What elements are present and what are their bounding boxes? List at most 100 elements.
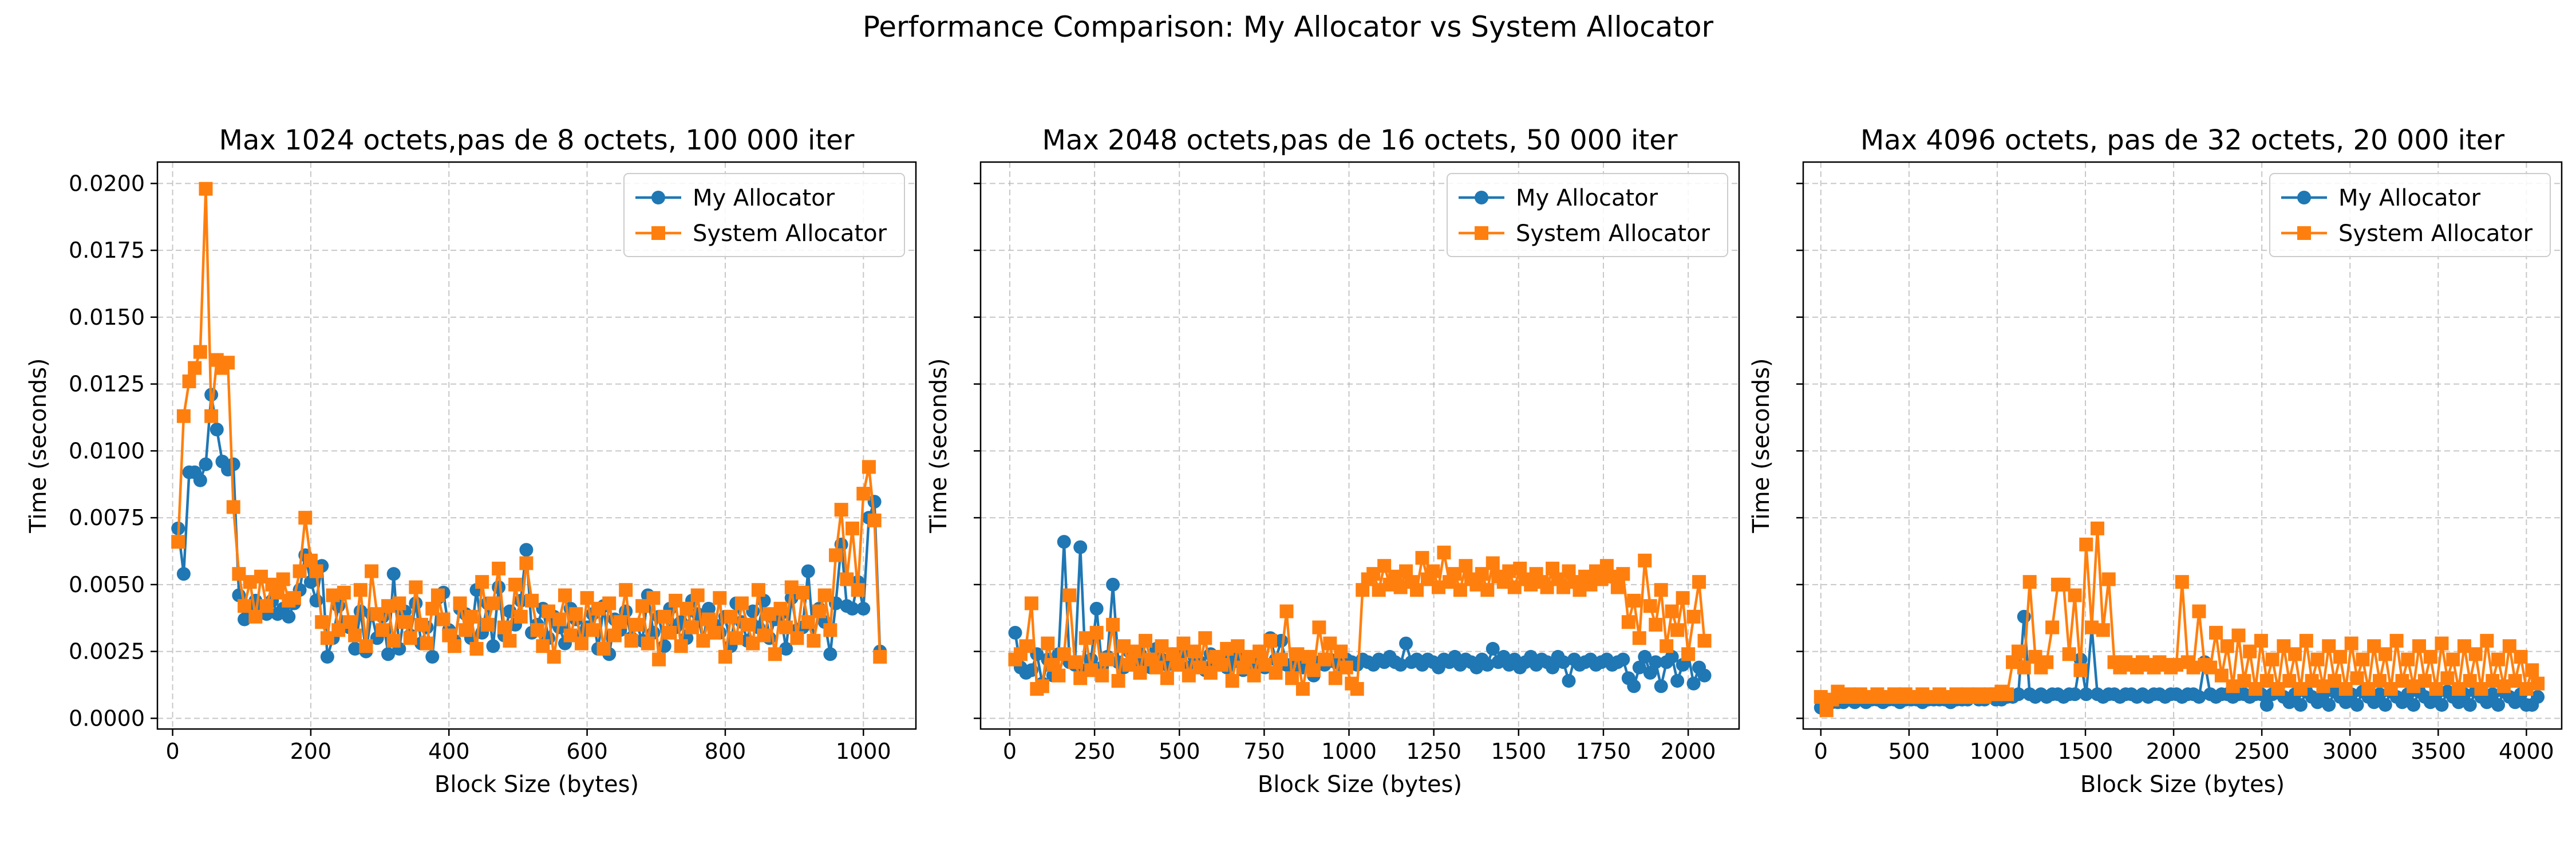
data-point-square	[867, 513, 882, 527]
data-point-square	[829, 548, 843, 562]
data-point-circle	[2378, 698, 2392, 712]
x-axis-label: Block Size (bytes)	[2080, 771, 2285, 798]
data-point-square	[2344, 636, 2358, 651]
data-point-square	[817, 588, 832, 602]
data-point-circle	[320, 649, 334, 664]
data-point-square	[1100, 652, 1115, 667]
data-point-square	[729, 631, 744, 645]
data-point-square	[1068, 655, 1082, 669]
data-point-square	[834, 503, 848, 517]
data-point-circle	[1686, 676, 1701, 691]
series-system-allocator	[171, 182, 887, 667]
data-point-square	[734, 596, 749, 610]
series-system-allocator	[1008, 545, 1712, 696]
data-point-square	[1692, 575, 1706, 589]
data-point-circle	[845, 601, 859, 616]
data-point-square	[1480, 583, 1495, 597]
data-point-square	[2338, 681, 2353, 696]
data-point-square	[823, 623, 837, 637]
data-point-square	[453, 596, 467, 610]
data-point-square	[359, 639, 373, 653]
data-point-square	[1426, 564, 1440, 578]
data-point-square	[508, 577, 523, 592]
data-point-circle	[2079, 687, 2093, 702]
legend-box	[2269, 173, 2551, 257]
panel-title: Max 2048 octets,pas de 16 octets, 50 000…	[1042, 124, 1678, 156]
x-tick-label: 4000	[2499, 739, 2554, 764]
data-point-square	[851, 583, 865, 597]
x-tick-label: 500	[1159, 739, 1200, 764]
data-point-circle	[1654, 679, 1668, 693]
data-point-square	[1089, 625, 1104, 640]
x-tick-label: 2000	[2146, 739, 2202, 764]
data-point-square	[365, 564, 379, 578]
x-tick-label: 3500	[2411, 739, 2466, 764]
data-point-square	[2022, 575, 2037, 589]
chart-panel-1: 0 200 400 600 800 1000 0.0000 0.0025 0.0050 0.007…	[25, 124, 917, 798]
data-point-circle	[2192, 689, 2206, 704]
data-point-square	[2209, 625, 2223, 640]
data-point-square	[309, 564, 323, 578]
data-point-square	[1339, 660, 1353, 675]
plot-area	[171, 182, 887, 667]
data-point-square	[1198, 631, 1212, 645]
data-point-square	[503, 633, 517, 648]
data-point-circle	[1485, 641, 1500, 656]
data-point-square	[436, 612, 451, 626]
data-point-square	[2446, 652, 2460, 667]
data-point-square	[2192, 604, 2206, 618]
y-tick-label: 0.0075	[69, 505, 145, 530]
data-point-square	[287, 591, 301, 605]
data-point-square	[773, 601, 788, 616]
data-point-square	[447, 639, 461, 653]
x-tick-label: 600	[566, 739, 608, 764]
data-point-circle	[2407, 698, 2421, 712]
x-tick-label: 0	[1003, 739, 1017, 764]
data-point-circle	[1627, 679, 1641, 693]
data-point-square	[176, 409, 191, 423]
data-point-square	[757, 628, 771, 643]
data-point-circle	[348, 641, 362, 656]
data-point-circle	[1008, 625, 1022, 640]
x-tick-label: 1000	[1970, 739, 2025, 764]
legend-label: System Allocator	[1516, 220, 1710, 247]
data-point-square	[2073, 663, 2088, 677]
legend: My Allocator System Allocator	[623, 173, 905, 257]
data-point-circle	[519, 543, 534, 557]
data-point-square	[2090, 521, 2104, 535]
data-point-square	[796, 585, 810, 600]
data-point-circle	[226, 457, 240, 471]
data-point-square	[1459, 559, 1473, 573]
data-point-square	[630, 617, 644, 632]
data-point-square	[259, 599, 274, 613]
data-point-square	[2231, 628, 2246, 643]
data-point-square	[641, 636, 655, 651]
data-point-square	[1334, 644, 1348, 659]
data-point-square	[2000, 687, 2014, 702]
data-point-circle	[193, 473, 207, 487]
x-tick-label: 1000	[1321, 739, 1377, 764]
data-point-square	[276, 572, 290, 586]
panel-title: Max 1024 octets,pas de 8 octets, 100 000…	[219, 124, 855, 156]
data-point-square	[1676, 591, 1690, 605]
axes-frame	[156, 161, 917, 730]
data-point-square	[679, 601, 694, 616]
x-tick-label: 800	[705, 739, 746, 764]
data-point-square	[685, 620, 700, 635]
x-tick-label: 500	[1888, 739, 1930, 764]
plot-area	[1814, 521, 2545, 718]
data-point-square	[2389, 633, 2404, 648]
legend-label: My Allocator	[693, 185, 835, 211]
data-point-square	[459, 623, 473, 637]
data-point-square	[513, 609, 528, 624]
data-point-square	[873, 649, 887, 664]
data-point-circle	[2435, 698, 2449, 712]
data-point-square	[199, 182, 213, 196]
data-point-square	[552, 612, 567, 626]
data-point-square	[188, 361, 202, 375]
legend: My Allocator System Allocator	[2269, 173, 2551, 257]
legend-marker-circle	[651, 191, 665, 204]
data-point-square	[812, 604, 827, 618]
data-point-square	[1485, 556, 1500, 570]
